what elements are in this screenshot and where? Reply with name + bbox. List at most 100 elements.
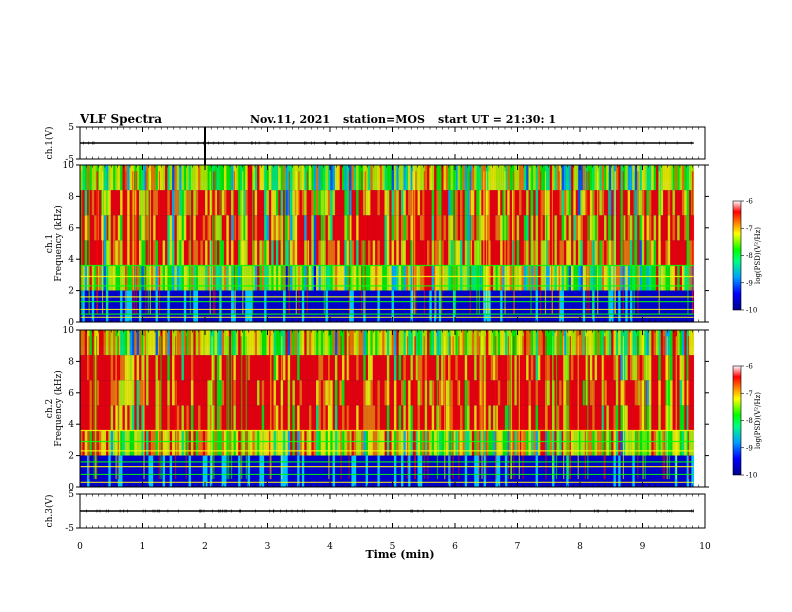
streak-cell [223, 265, 227, 291]
streak-cell [190, 290, 194, 322]
streak-cell [601, 290, 605, 322]
colorbar-tick-label: -6 [746, 198, 753, 206]
streak-cell [235, 215, 239, 241]
streak-cell [257, 405, 260, 431]
streak-cell [186, 455, 189, 487]
streak-cell [181, 330, 185, 356]
streak-cell [559, 455, 562, 487]
spike-mark [607, 171, 610, 315]
streak-cell [153, 355, 156, 381]
streak-cell [124, 380, 128, 406]
streak-cell [674, 165, 678, 191]
streak-cell [223, 240, 227, 266]
streak-cell [684, 240, 687, 266]
streak-cell [257, 290, 260, 322]
streak-cell [372, 455, 376, 487]
streak-cell [651, 455, 654, 487]
streak-cell [655, 405, 659, 431]
streak-cell [160, 215, 163, 241]
streak-cell [186, 290, 189, 322]
streak-cell [316, 455, 319, 487]
streak-cell [592, 380, 595, 406]
streak-cell [528, 290, 532, 322]
streak-cell [330, 265, 333, 291]
streak-cell [450, 265, 454, 291]
streak-cell [313, 405, 317, 431]
streak-cell [188, 355, 192, 381]
streak-cell [554, 290, 558, 322]
streak-cell [599, 265, 602, 291]
streak-cell [202, 355, 206, 381]
streak-cell [384, 240, 388, 266]
streak-cell [377, 405, 381, 431]
streak-cell [415, 240, 418, 266]
streak-cell [523, 455, 527, 487]
streak-cell [578, 190, 581, 216]
streak-cell [540, 330, 543, 356]
spike-mark [522, 336, 524, 480]
streak-cell [483, 380, 487, 406]
streak-cell [235, 430, 239, 456]
streak-cell [195, 190, 199, 216]
streak-cell [337, 190, 340, 216]
streak-cell [613, 380, 617, 406]
streak-cell [417, 240, 421, 266]
streak-cell [143, 405, 147, 431]
streak-cell [684, 190, 687, 216]
streak-cell [540, 380, 543, 406]
streak-cell [580, 165, 584, 191]
streak-cell [176, 405, 180, 431]
streak-cell [353, 355, 357, 381]
streak-cell [596, 455, 600, 487]
streak-cell [530, 240, 534, 266]
streak-cell [417, 405, 421, 431]
streak-cell [620, 190, 624, 216]
streak-cell [285, 165, 289, 191]
streak-cell [89, 355, 93, 381]
streak-cell [205, 380, 208, 406]
streak-cell [438, 405, 442, 431]
streak-cell [141, 190, 145, 216]
streak-cell [379, 190, 383, 216]
streak-cell [301, 265, 305, 291]
streak-cell [386, 215, 390, 241]
streak-cell [363, 290, 366, 322]
spike-mark [209, 171, 211, 315]
streak-cell [462, 455, 466, 487]
streak-cell [195, 430, 199, 456]
streak-cell [563, 240, 567, 266]
streak-cell [110, 405, 114, 431]
streak-cell [155, 215, 159, 241]
streak-cell [275, 355, 279, 381]
streak-cell [660, 430, 664, 456]
streak-cell [476, 265, 480, 291]
streak-cell [398, 355, 402, 381]
streak-cell [113, 165, 116, 191]
streak-cell [481, 190, 484, 216]
streak-cell [429, 380, 433, 406]
streak-cell [273, 355, 277, 381]
streak-cell [422, 240, 425, 266]
streak-cell [422, 165, 425, 191]
streak-cell [417, 265, 421, 291]
streak-cell [566, 240, 569, 266]
colorbar-tick-label: -10 [746, 472, 757, 480]
spike-mark [633, 171, 635, 315]
streak-cell [200, 290, 204, 322]
streak-cell [375, 165, 378, 191]
streak-cell [273, 190, 277, 216]
streak-cell [386, 240, 390, 266]
y-tick-label: 10 [63, 326, 75, 336]
streak-cell [608, 265, 612, 291]
streak-cell [167, 290, 171, 322]
streak-cell [493, 430, 496, 456]
streak-cell [483, 455, 487, 487]
streak-cell [287, 405, 291, 431]
streak-cell [419, 290, 423, 322]
streak-cell [82, 355, 86, 381]
streak-cell [419, 405, 423, 431]
streak-cell [634, 455, 638, 487]
streak-cell [571, 330, 574, 356]
streak-cell [228, 355, 232, 381]
streak-cell [646, 355, 650, 381]
